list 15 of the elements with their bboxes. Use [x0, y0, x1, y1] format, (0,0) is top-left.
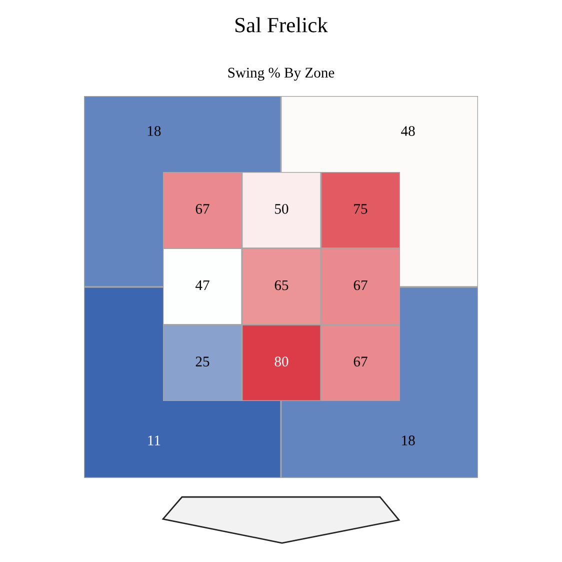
data-label: 67 — [354, 356, 368, 366]
data-label: 65 — [274, 280, 288, 290]
data-label: 47 — [195, 280, 210, 290]
data-label: 18 — [402, 436, 415, 446]
data-label: 80 — [274, 356, 288, 366]
data-label: 67 — [354, 280, 368, 290]
data-label: 18 — [148, 126, 161, 136]
data-label: 67 — [196, 204, 210, 214]
data-label: 25 — [196, 356, 210, 366]
chart-title: Sal Frelick — [236, 17, 328, 32]
data-label: 11 — [148, 436, 160, 446]
data-label: 75 — [354, 204, 368, 214]
data-label: 48 — [401, 126, 415, 136]
data-label: 50 — [275, 204, 288, 214]
chart-subtitle: Swing % By Zone — [228, 68, 334, 81]
